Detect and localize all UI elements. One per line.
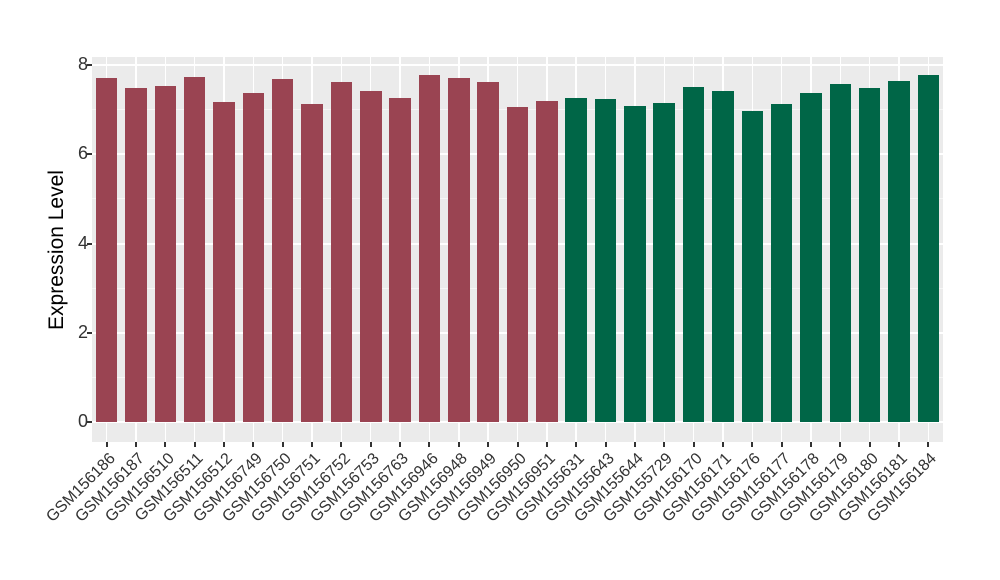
plot-panel xyxy=(92,57,943,442)
bar-GSM155729 xyxy=(653,103,675,422)
x-tick-mark xyxy=(692,442,695,447)
y-tick-mark xyxy=(87,242,92,245)
bar-GSM156752 xyxy=(330,82,353,422)
x-tick-mark xyxy=(428,442,431,447)
x-tick-mark xyxy=(223,442,226,447)
bar-GSM156950 xyxy=(506,106,529,422)
y-tick-label: 8 xyxy=(77,54,88,74)
bar-GSM156181 xyxy=(888,80,910,422)
x-tick-mark xyxy=(663,442,666,447)
y-tick-label: 2 xyxy=(77,321,88,342)
bar-GSM156949 xyxy=(477,81,499,422)
bar-GSM156170 xyxy=(682,87,705,422)
bar-GSM156180 xyxy=(858,87,881,422)
y-tick-mark xyxy=(87,421,92,423)
bar-GSM156751 xyxy=(301,104,323,422)
bar-GSM156750 xyxy=(271,78,294,422)
x-tick-mark xyxy=(868,442,871,447)
x-tick-mark xyxy=(780,442,783,447)
bar-GSM156178 xyxy=(800,92,822,422)
x-tick-mark xyxy=(927,442,930,447)
bar-GSM156763 xyxy=(389,98,411,422)
y-tick-mark xyxy=(87,153,92,156)
x-tick-mark xyxy=(252,442,255,447)
bar-GSM156186 xyxy=(95,78,118,422)
x-tick-mark xyxy=(164,442,167,447)
x-tick-mark xyxy=(575,442,578,447)
x-tick-mark xyxy=(193,442,196,447)
bar-GSM155643 xyxy=(594,99,617,422)
x-tick-mark xyxy=(457,442,460,447)
x-tick-mark xyxy=(281,442,284,447)
x-tick-mark xyxy=(721,442,724,447)
x-tick-mark xyxy=(135,442,138,447)
x-tick-mark xyxy=(399,442,402,447)
bar-GSM156951 xyxy=(536,100,558,422)
x-tick-mark xyxy=(604,442,607,447)
x-tick-mark xyxy=(105,442,108,447)
x-tick-mark xyxy=(897,442,900,447)
x-tick-mark xyxy=(516,442,519,447)
y-tick-label: 6 xyxy=(77,143,88,164)
x-tick-mark xyxy=(487,442,490,447)
bar-GSM156510 xyxy=(154,85,177,422)
bar-GSM155631 xyxy=(565,97,587,422)
bar-GSM156187 xyxy=(125,88,147,422)
bar-GSM156948 xyxy=(448,78,470,422)
y-tick-mark xyxy=(87,331,92,334)
bar-GSM156749 xyxy=(242,93,265,422)
bar-GSM156171 xyxy=(712,91,734,422)
bar-GSM156177 xyxy=(770,104,793,422)
bar-GSM156176 xyxy=(741,110,763,422)
x-tick-mark xyxy=(545,442,548,447)
bar-GSM156511 xyxy=(183,77,206,422)
bar-GSM156753 xyxy=(360,90,382,422)
y-tick-label: 0 xyxy=(77,411,88,431)
x-tick-mark xyxy=(633,442,636,447)
bar-GSM156184 xyxy=(917,74,940,422)
bar-GSM156179 xyxy=(829,83,852,422)
x-tick-mark xyxy=(751,442,754,447)
x-tick-mark xyxy=(369,442,372,447)
bar-GSM156512 xyxy=(213,101,235,422)
y-tick-mark xyxy=(87,64,92,66)
y-tick-label: 4 xyxy=(77,232,88,253)
bar-GSM155644 xyxy=(624,105,646,422)
x-tick-mark xyxy=(340,442,343,447)
x-tick-mark xyxy=(809,442,812,447)
x-tick-mark xyxy=(839,442,842,447)
x-tick-mark xyxy=(311,442,314,447)
bar-GSM156946 xyxy=(418,74,441,422)
